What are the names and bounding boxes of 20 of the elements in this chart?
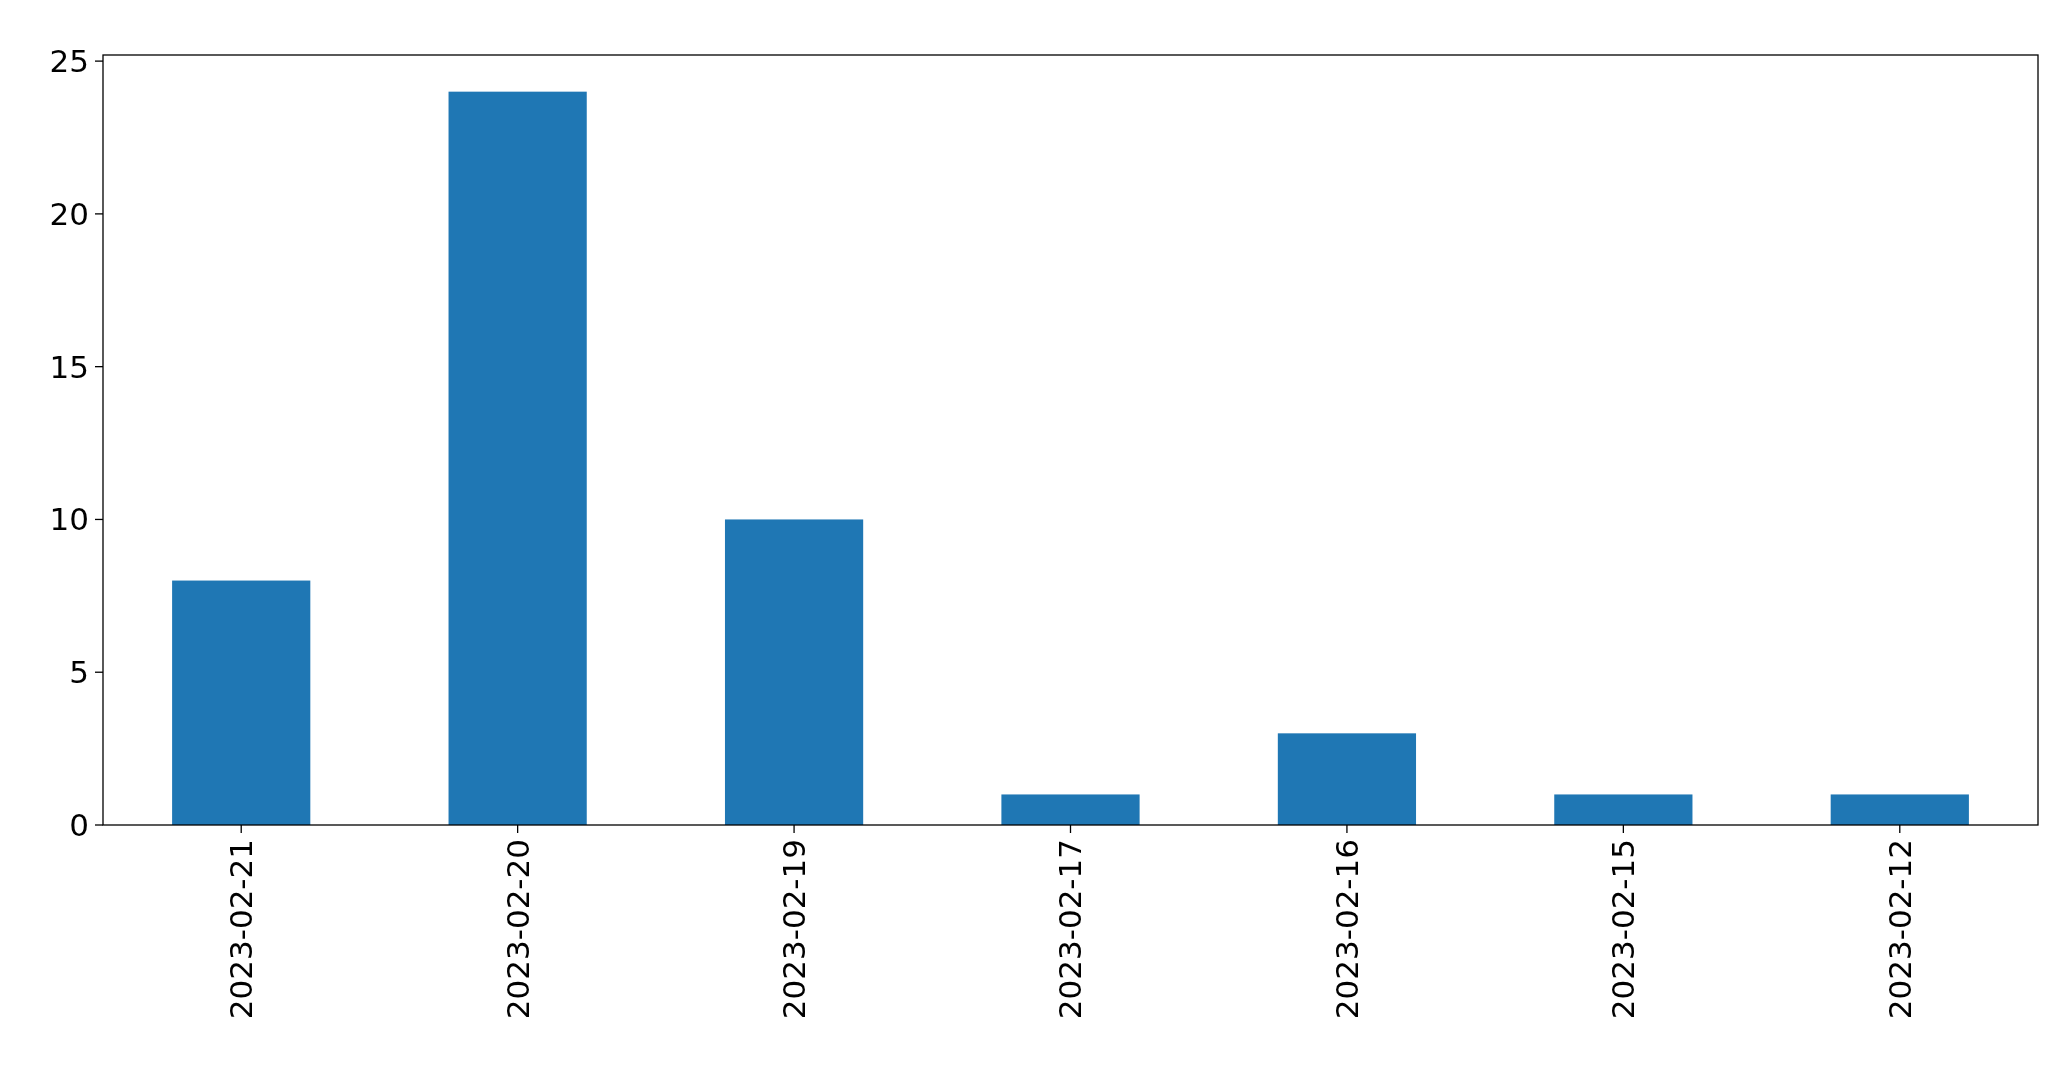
y-tick-label: 20	[49, 195, 89, 232]
x-tick-label: 2023-02-16	[1328, 839, 1365, 1020]
x-tick-label: 2023-02-17	[1052, 839, 1089, 1020]
bar	[1001, 794, 1140, 825]
bar	[448, 91, 587, 825]
y-tick-label: 15	[49, 348, 89, 385]
bar	[1277, 733, 1417, 825]
x-tick-label: 2023-02-12	[1881, 839, 1918, 1020]
bar	[724, 519, 864, 825]
y-tick-label: 25	[49, 42, 89, 79]
y-tick-label: 0	[69, 806, 89, 843]
x-tick-label: 2023-02-15	[1605, 839, 1642, 1020]
y-tick-label: 10	[49, 501, 89, 538]
x-tick-label: 2023-02-19	[775, 839, 812, 1020]
bar	[172, 580, 311, 825]
y-tick-label: 5	[69, 654, 89, 691]
bar	[1554, 794, 1693, 825]
bar	[1830, 794, 1969, 825]
x-tick-label: 2023-02-21	[223, 839, 260, 1020]
x-tick-label: 2023-02-20	[499, 839, 536, 1020]
